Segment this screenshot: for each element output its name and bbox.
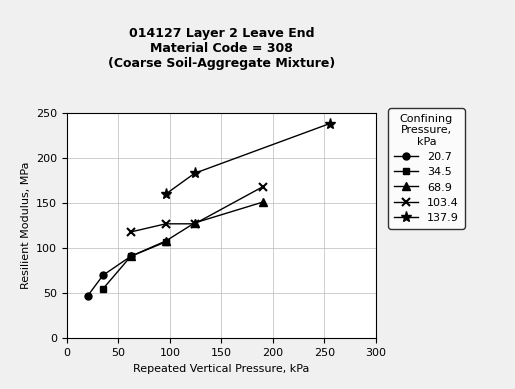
X-axis label: Repeated Vertical Pressure, kPa: Repeated Vertical Pressure, kPa [133, 364, 310, 374]
Y-axis label: Resilient Modulus, MPa: Resilient Modulus, MPa [21, 162, 30, 289]
Text: 014127 Layer 2 Leave End
Material Code = 308
(Coarse Soil-Aggregate Mixture): 014127 Layer 2 Leave End Material Code =… [108, 27, 335, 70]
Legend: 20.7, 34.5, 68.9, 103.4, 137.9: 20.7, 34.5, 68.9, 103.4, 137.9 [388, 108, 465, 229]
